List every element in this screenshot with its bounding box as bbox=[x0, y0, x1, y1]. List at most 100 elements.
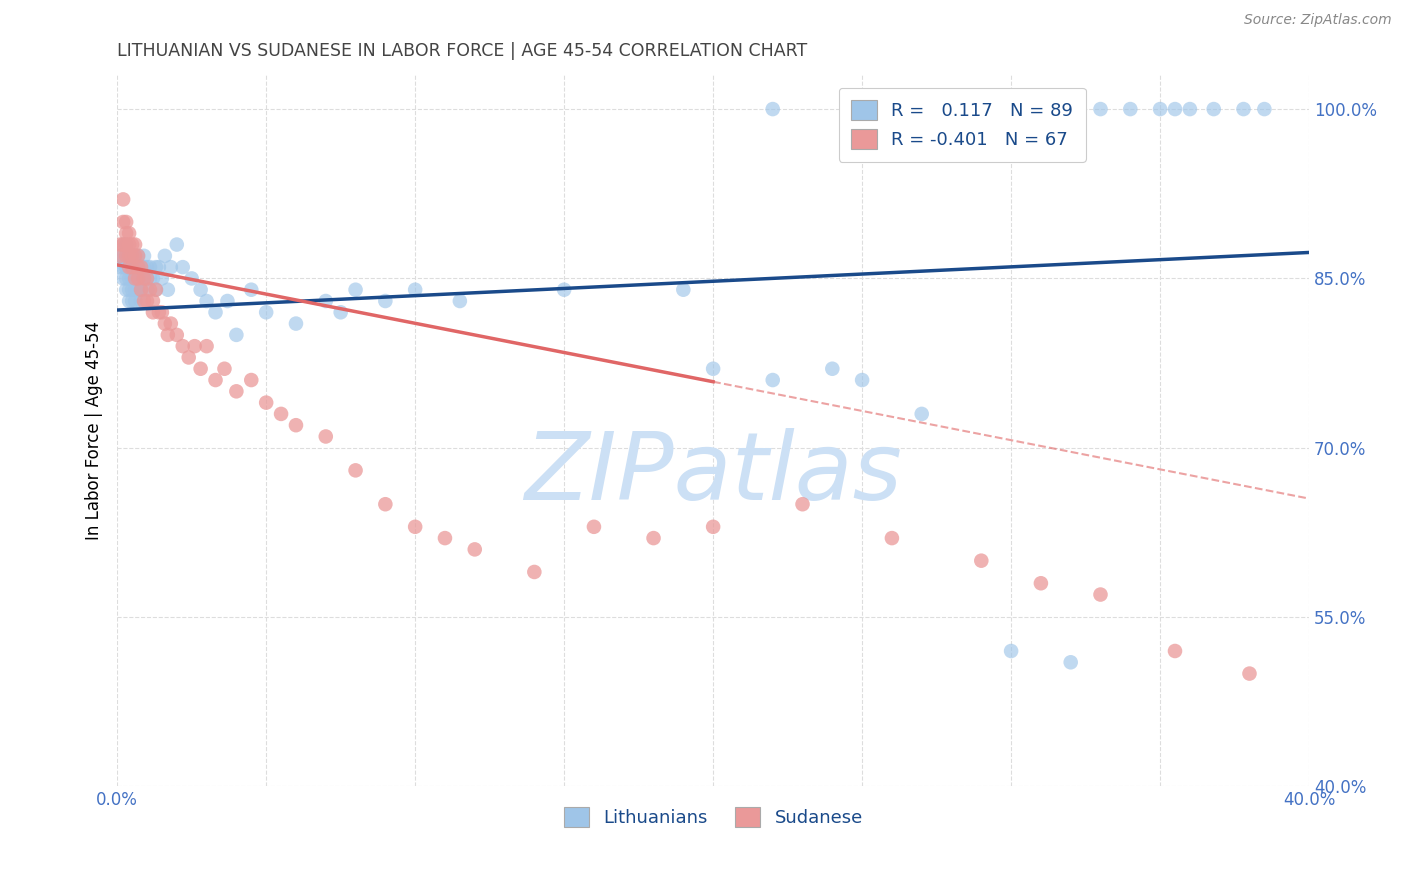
Point bbox=[115, 237, 138, 252]
Point bbox=[449, 293, 471, 308]
Point bbox=[970, 554, 993, 568]
Point bbox=[136, 293, 159, 308]
Point bbox=[1000, 644, 1022, 658]
Point bbox=[124, 260, 146, 274]
Point bbox=[115, 249, 138, 263]
Point bbox=[217, 293, 239, 308]
Point bbox=[1090, 102, 1112, 116]
Point bbox=[121, 249, 143, 263]
Point bbox=[124, 271, 146, 285]
Point bbox=[118, 271, 141, 285]
Point bbox=[180, 271, 202, 285]
Point bbox=[127, 260, 149, 274]
Point bbox=[672, 283, 695, 297]
Point bbox=[118, 249, 141, 263]
Point bbox=[643, 531, 665, 545]
Point bbox=[129, 271, 152, 285]
Point bbox=[762, 373, 785, 387]
Point bbox=[374, 293, 396, 308]
Point bbox=[108, 249, 131, 263]
Point bbox=[159, 317, 181, 331]
Point bbox=[132, 271, 155, 285]
Point bbox=[190, 361, 212, 376]
Point bbox=[183, 339, 205, 353]
Point bbox=[1119, 102, 1142, 116]
Point bbox=[254, 395, 277, 409]
Point bbox=[145, 283, 167, 297]
Point bbox=[129, 260, 152, 274]
Point bbox=[139, 283, 162, 297]
Point bbox=[129, 283, 152, 297]
Point bbox=[142, 271, 165, 285]
Point bbox=[821, 361, 844, 376]
Point bbox=[139, 271, 162, 285]
Point bbox=[344, 463, 367, 477]
Point bbox=[204, 305, 226, 319]
Point bbox=[127, 271, 149, 285]
Point bbox=[523, 565, 546, 579]
Point bbox=[121, 249, 143, 263]
Point bbox=[1164, 102, 1187, 116]
Point bbox=[153, 249, 176, 263]
Point bbox=[762, 102, 785, 116]
Point bbox=[127, 249, 149, 263]
Point bbox=[254, 305, 277, 319]
Point bbox=[115, 283, 138, 297]
Point bbox=[124, 249, 146, 263]
Point bbox=[132, 260, 155, 274]
Point bbox=[142, 293, 165, 308]
Point bbox=[115, 271, 138, 285]
Point bbox=[136, 271, 159, 285]
Point bbox=[195, 293, 218, 308]
Point bbox=[792, 497, 814, 511]
Point bbox=[911, 407, 934, 421]
Point bbox=[702, 520, 724, 534]
Point bbox=[553, 283, 575, 297]
Y-axis label: In Labor Force | Age 45-54: In Labor Force | Age 45-54 bbox=[86, 321, 103, 541]
Point bbox=[1164, 644, 1187, 658]
Point bbox=[124, 249, 146, 263]
Point bbox=[121, 293, 143, 308]
Text: LITHUANIAN VS SUDANESE IN LABOR FORCE | AGE 45-54 CORRELATION CHART: LITHUANIAN VS SUDANESE IN LABOR FORCE | … bbox=[117, 42, 807, 60]
Point bbox=[115, 237, 138, 252]
Point bbox=[1060, 655, 1083, 669]
Point bbox=[955, 102, 977, 116]
Point bbox=[145, 283, 167, 297]
Point bbox=[190, 283, 212, 297]
Point bbox=[112, 237, 135, 252]
Point bbox=[132, 249, 155, 263]
Point bbox=[148, 305, 170, 319]
Point bbox=[127, 271, 149, 285]
Point bbox=[121, 237, 143, 252]
Point bbox=[124, 237, 146, 252]
Point bbox=[156, 283, 179, 297]
Point bbox=[112, 249, 135, 263]
Point bbox=[404, 520, 426, 534]
Point bbox=[1029, 102, 1052, 116]
Point bbox=[121, 260, 143, 274]
Point bbox=[139, 260, 162, 274]
Point bbox=[404, 283, 426, 297]
Point bbox=[153, 317, 176, 331]
Point bbox=[344, 283, 367, 297]
Point bbox=[112, 237, 135, 252]
Point bbox=[702, 361, 724, 376]
Point bbox=[136, 271, 159, 285]
Point bbox=[1178, 102, 1201, 116]
Point bbox=[132, 271, 155, 285]
Point bbox=[225, 327, 247, 342]
Point bbox=[150, 305, 173, 319]
Point bbox=[121, 271, 143, 285]
Point bbox=[142, 305, 165, 319]
Point bbox=[225, 384, 247, 399]
Point bbox=[1090, 588, 1112, 602]
Point bbox=[129, 260, 152, 274]
Point bbox=[118, 249, 141, 263]
Point bbox=[464, 542, 486, 557]
Point bbox=[112, 260, 135, 274]
Point bbox=[115, 260, 138, 274]
Point bbox=[851, 373, 873, 387]
Point bbox=[145, 260, 167, 274]
Point bbox=[115, 215, 138, 229]
Point bbox=[270, 407, 292, 421]
